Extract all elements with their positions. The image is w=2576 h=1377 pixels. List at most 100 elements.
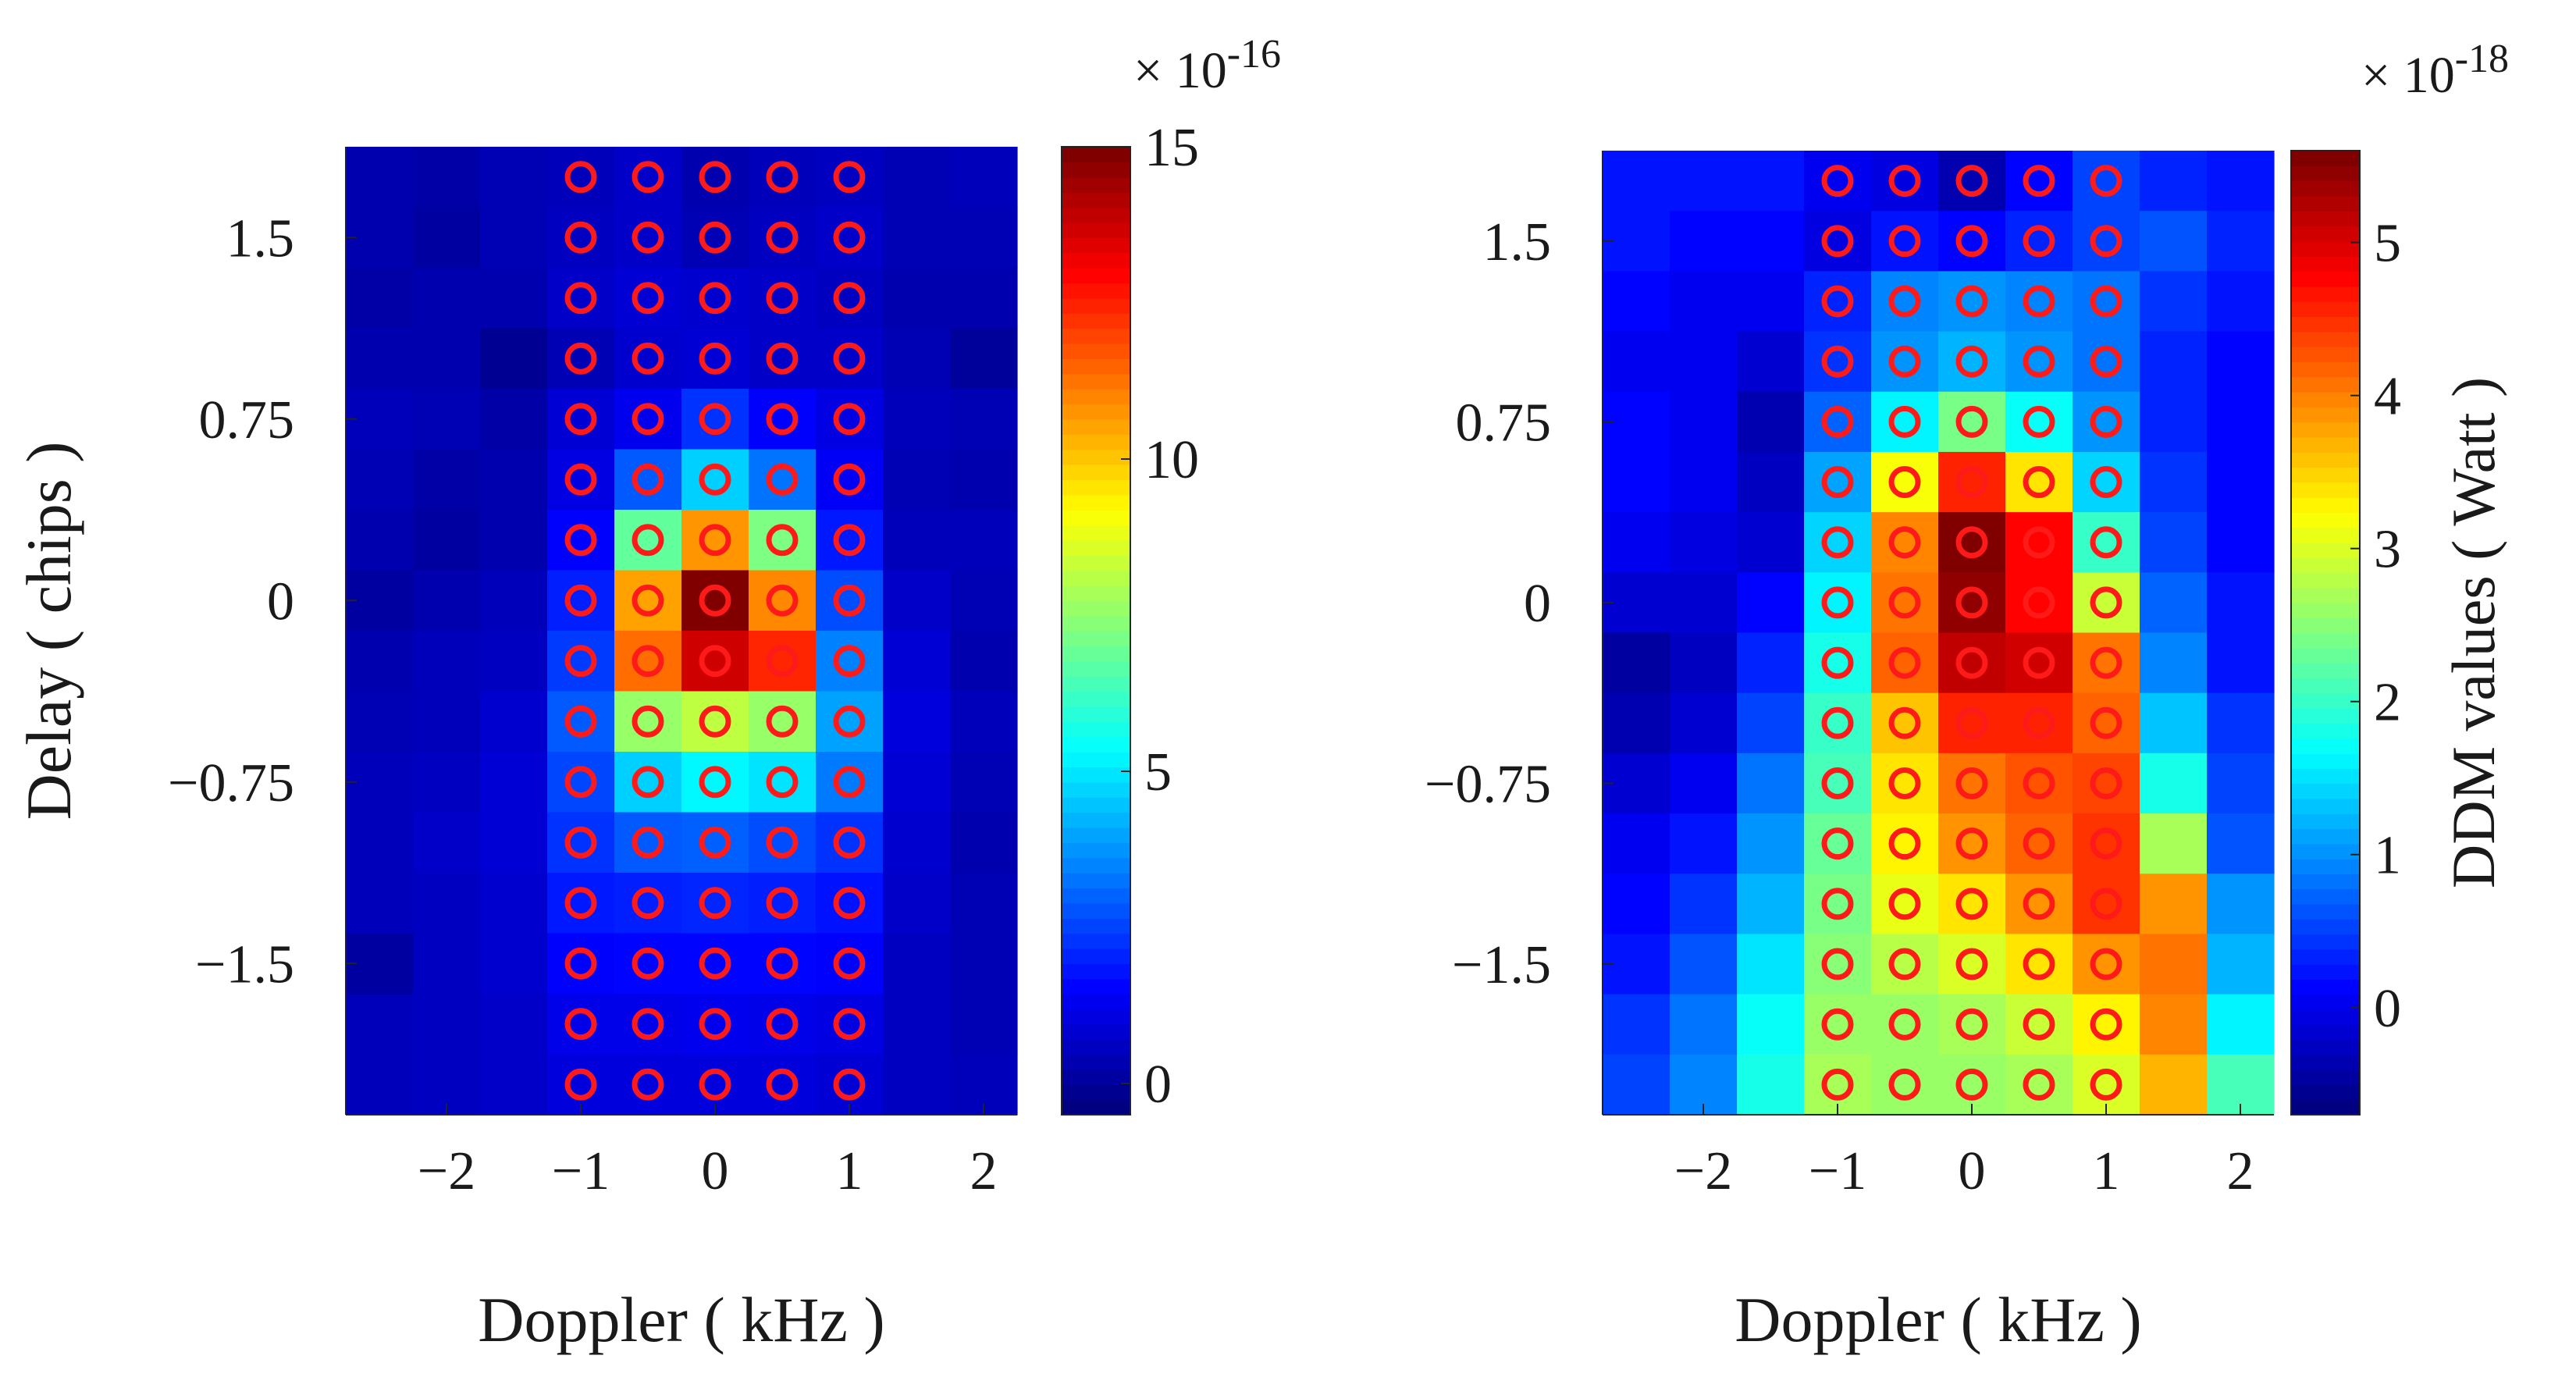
heatmap-cell	[413, 389, 481, 450]
sample-marker	[766, 1008, 799, 1041]
heatmap-cell	[883, 631, 951, 692]
colorbar-tick-label: 1	[2374, 826, 2401, 886]
sample-marker	[1888, 767, 1921, 799]
colorbar-swatch	[1062, 1069, 1130, 1086]
heatmap-cell	[346, 268, 414, 329]
heatmap-cell	[2073, 994, 2140, 1055]
sample-marker	[699, 342, 731, 375]
colorbar-swatch	[1062, 767, 1130, 783]
colorbar-swatch	[1062, 343, 1130, 360]
sample-marker	[2090, 466, 2122, 499]
colorbar-swatch	[2291, 316, 2360, 333]
colorbar-swatch	[2291, 482, 2360, 498]
sample-marker	[632, 403, 664, 436]
colorbar-swatch	[1062, 434, 1130, 450]
sample-marker	[766, 221, 799, 254]
colorbar-swatch	[1062, 237, 1130, 254]
heatmap-cell	[2207, 813, 2275, 874]
heatmap-cell	[547, 147, 615, 208]
heatmap-cell	[346, 994, 414, 1055]
heatmap-cell	[1603, 572, 1670, 634]
x-tick-label: 2	[2227, 1141, 2254, 1201]
heatmap-cell	[883, 994, 951, 1055]
heatmap-cell	[1938, 934, 2006, 995]
heatmap-cell	[883, 328, 951, 390]
colorbar-swatch	[1062, 222, 1130, 239]
heatmap-cell	[614, 933, 682, 994]
colorbar-swatch	[1062, 162, 1130, 178]
heatmap-cell	[480, 933, 548, 994]
heatmap-cell	[1737, 151, 1805, 212]
heatmap-cell	[480, 510, 548, 571]
heatmap-cell	[2005, 451, 2073, 513]
sample-marker	[2023, 526, 2055, 559]
heatmap-cell	[1670, 813, 1738, 874]
sample-marker	[1955, 888, 1988, 920]
colorbar-swatch	[1062, 918, 1130, 934]
sample-marker	[2090, 345, 2122, 378]
colorbar-swatch	[1062, 902, 1130, 919]
heatmap-cell	[614, 510, 682, 571]
heatmap-cell	[2005, 271, 2073, 333]
heatmap-cell	[1804, 331, 1872, 393]
sample-marker	[833, 584, 866, 617]
heatmap-cell	[1804, 271, 1872, 333]
heatmap-cell	[547, 994, 615, 1055]
heatmap-cell	[1804, 451, 1872, 513]
exponent-power: -16	[1227, 32, 1281, 76]
sample-marker	[1955, 466, 1988, 499]
colorbar-swatch	[2291, 813, 2360, 830]
heatmap-cell	[1737, 753, 1805, 814]
sample-marker	[699, 524, 731, 557]
colorbar-swatch	[1062, 176, 1130, 193]
colorbar-tick-label: 10	[1144, 430, 1199, 490]
heatmap-cell	[1871, 1054, 1939, 1115]
sample-marker	[2090, 1008, 2122, 1041]
heatmap-cell	[614, 570, 682, 632]
colorbar-swatch	[1062, 646, 1130, 662]
sample-marker	[564, 826, 597, 859]
heatmap-cell	[1938, 391, 2006, 453]
colorbar-swatch	[1062, 570, 1130, 586]
colorbar-swatch	[1062, 948, 1130, 965]
heatmap-cell	[816, 873, 884, 934]
heatmap-cell	[547, 268, 615, 329]
sample-marker	[632, 947, 664, 980]
heatmap-cell	[480, 1054, 548, 1115]
heatmap-cell	[2140, 512, 2208, 573]
heatmap-cell	[2140, 813, 2208, 874]
heatmap-cell	[816, 752, 884, 813]
colorbar-swatch	[2291, 512, 2360, 528]
colorbar-swatch	[2291, 768, 2360, 785]
x-tick-label: −1	[552, 1141, 610, 1201]
colorbar-swatch	[1062, 812, 1130, 828]
heatmap-cell	[614, 389, 682, 450]
heatmap-cell	[1938, 151, 2006, 212]
colorbar-swatch	[1062, 1023, 1130, 1040]
heatmap-cell	[2207, 331, 2275, 393]
marker-group	[1821, 165, 2122, 1101]
heatmap-cell	[1804, 151, 1872, 212]
heatmap-cell	[883, 147, 951, 208]
heatmap-cell	[1938, 211, 2006, 272]
sample-marker	[766, 524, 799, 557]
sample-marker	[632, 342, 664, 375]
sample-marker	[632, 766, 664, 799]
x-tick-label: 1	[2093, 1141, 2120, 1201]
colorbar: 0 1 2 3 4 5 × 10-18 DDM values ( Watt )	[2290, 37, 2509, 1115]
heatmap-cell	[681, 147, 749, 208]
heatmap-cell	[346, 510, 414, 571]
heatmap-cell	[1603, 874, 1670, 935]
colorbar-swatch	[2291, 376, 2360, 393]
sample-marker	[1955, 405, 1988, 438]
sample-marker	[2023, 405, 2055, 438]
heatmap-cell	[1938, 512, 2006, 573]
heatmap-cell	[816, 449, 884, 511]
heatmap-cell	[2073, 632, 2140, 694]
colorbar-swatch	[2291, 361, 2360, 378]
heatmap-cell	[1603, 512, 1670, 573]
sample-marker	[1821, 767, 1854, 799]
sample-marker	[2023, 165, 2055, 197]
heatmap-cell	[1938, 451, 2006, 513]
heatmap-cell	[1737, 1054, 1805, 1115]
